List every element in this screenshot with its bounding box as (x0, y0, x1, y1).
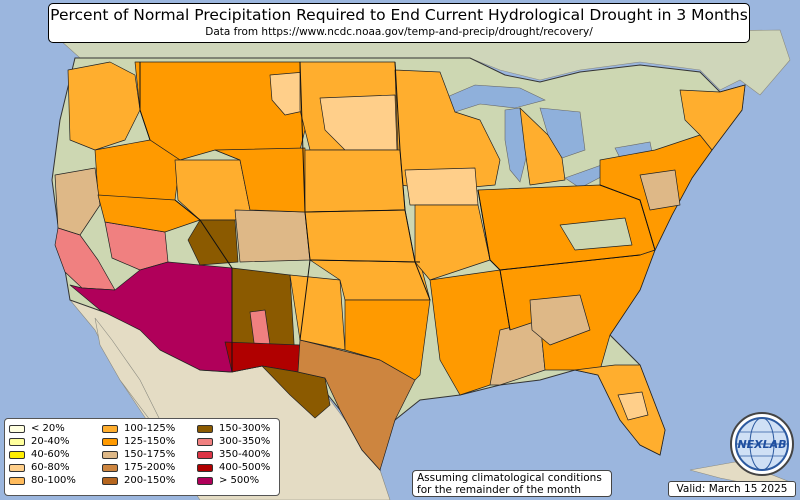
region-4corners (187, 219, 239, 266)
region-kansas (304, 209, 416, 263)
legend-item: 200-150% (102, 474, 175, 487)
region-florida (574, 364, 666, 456)
legend-swatch (102, 424, 118, 433)
region-kentucky-green (559, 217, 633, 251)
legend-swatch (102, 450, 118, 459)
region-missouri (414, 204, 491, 281)
legend-item: 125-150% (102, 435, 175, 448)
lake-huron (539, 107, 586, 159)
legend-label: > 500% (219, 474, 260, 486)
region-michigan (519, 107, 566, 186)
legend-swatch (9, 476, 25, 485)
legend-swatch (102, 463, 118, 472)
legend-item: 175-200% (102, 461, 175, 474)
legend-item: < 20% (9, 422, 76, 435)
legend-label: 150-300% (219, 422, 271, 434)
legend-swatch (197, 437, 213, 446)
legend-item: 80-100% (9, 474, 76, 487)
legend-item: 150-300% (197, 422, 270, 435)
legend-label: 300-350% (219, 435, 271, 447)
logo-text: NEXLAB (737, 438, 786, 451)
region-texas-east (297, 339, 416, 471)
legend-label: < 20% (31, 422, 65, 434)
legend-item: 150-175% (102, 448, 175, 461)
legend-swatch (9, 437, 25, 446)
legend-item: 40-60% (9, 448, 76, 461)
legend-label: 80-100% (31, 474, 76, 486)
legend-item: 20-40% (9, 435, 76, 448)
legend-label: 60-80% (31, 461, 70, 473)
region-montana-light (269, 71, 309, 116)
legend-label: 125-150% (124, 435, 176, 447)
region-new-england (679, 84, 746, 151)
region-iowa-light (404, 167, 479, 206)
region-wyoming (214, 147, 306, 213)
legend-swatch (102, 476, 118, 485)
region-appalachian-tan (529, 294, 591, 346)
legend-swatch (9, 450, 25, 459)
legend-label: 100-125% (124, 422, 176, 434)
legend-label: 400-500% (219, 461, 271, 473)
legend-label: 200-150% (124, 474, 176, 486)
region-florida-light (617, 391, 649, 421)
legend-item: 60-80% (9, 461, 76, 474)
legend-swatch (197, 450, 213, 459)
legend-item: 300-350% (197, 435, 270, 448)
note-line-2: for the remainder of the month (417, 484, 582, 496)
legend-column-2: 100-125% 125-150% 150-175% 175-200% 200-… (102, 422, 175, 487)
region-nevada (97, 194, 201, 233)
legend: < 20% 20-40% 40-60% 60-80% 80-100% 100-1… (4, 418, 280, 496)
legend-swatch (197, 476, 213, 485)
legend-label: 350-400% (219, 448, 271, 460)
legend-swatch (9, 463, 25, 472)
globe-icon: NEXLAB (735, 417, 789, 471)
map-subtitle: Data from https://www.ncdc.noaa.gov/temp… (205, 26, 593, 38)
drought-regions (54, 61, 746, 471)
title-box: Percent of Normal Precipitation Required… (48, 3, 750, 43)
legend-swatch (197, 424, 213, 433)
legend-column-3: 150-300% 300-350% 350-400% 400-500% > 50… (197, 422, 270, 487)
legend-swatch (102, 437, 118, 446)
legend-label: 175-200% (124, 461, 176, 473)
region-nw-california (54, 167, 101, 236)
legend-label: 40-60% (31, 448, 70, 460)
legend-item: 400-500% (197, 461, 270, 474)
region-northwest (67, 61, 141, 151)
legend-item: > 500% (197, 474, 270, 487)
legend-swatch (197, 463, 213, 472)
note-line-1: Assuming climatological conditions (417, 472, 602, 484)
legend-item: 350-400% (197, 448, 270, 461)
lake-superior (439, 84, 546, 113)
assumption-note: Assuming climatological conditions for t… (412, 470, 612, 497)
map-title: Percent of Normal Precipitation Required… (50, 6, 748, 24)
legend-label: 20-40% (31, 435, 70, 447)
region-pennsylvania-tan (639, 169, 681, 211)
region-nebraska (304, 149, 406, 213)
legend-label: 150-175% (124, 448, 176, 460)
nexlab-logo: NEXLAB (730, 412, 794, 476)
region-colorado (234, 209, 311, 263)
legend-swatch (9, 424, 25, 433)
state-borders (139, 61, 656, 372)
valid-date: Valid: March 15 2025 (668, 481, 796, 497)
legend-item: 100-125% (102, 422, 175, 435)
legend-column-1: < 20% 20-40% 40-60% 60-80% 80-100% (9, 422, 76, 487)
